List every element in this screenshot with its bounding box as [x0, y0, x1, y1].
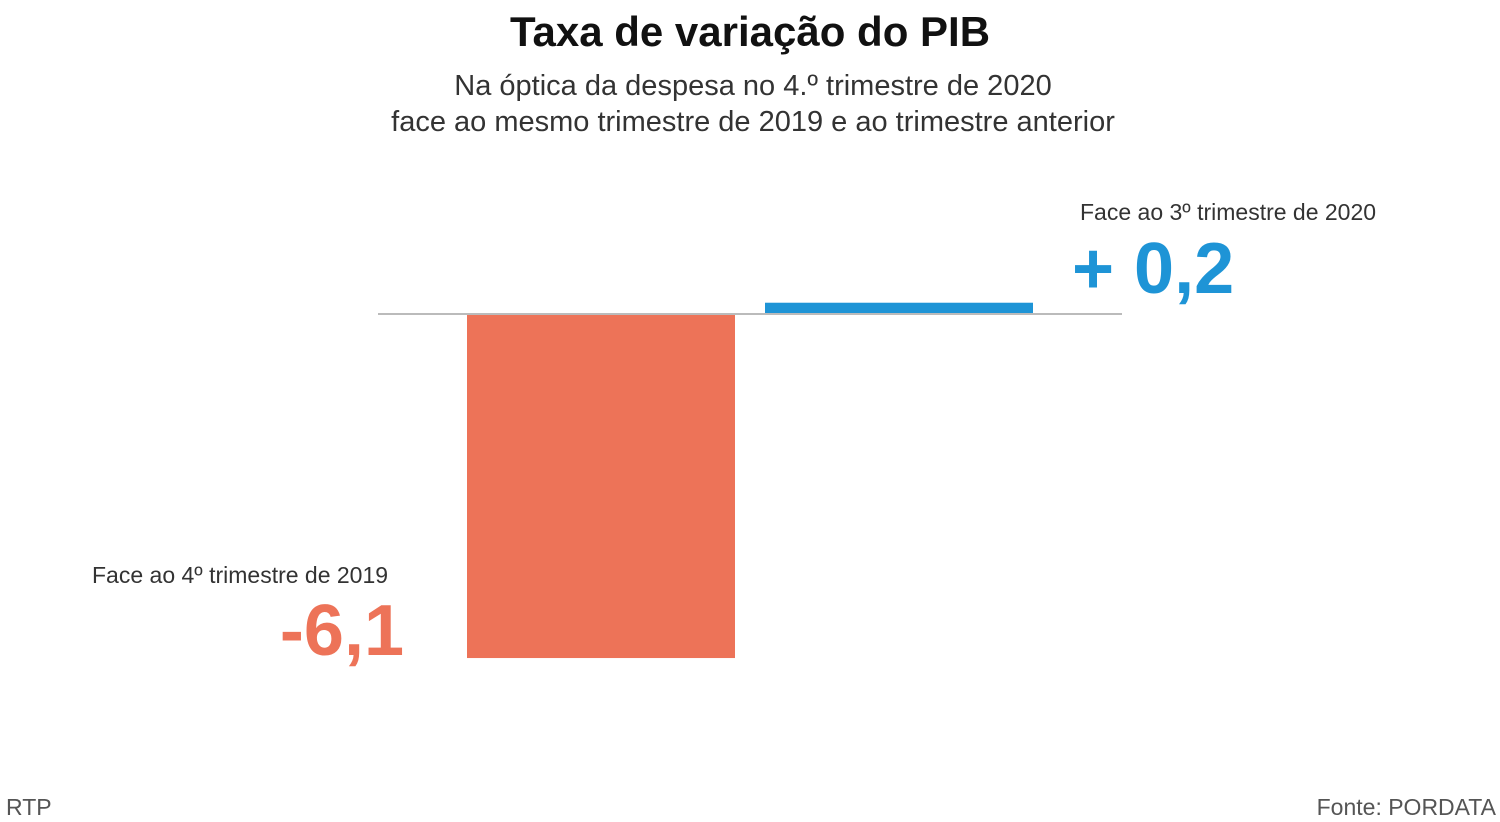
- category-label-1: Face ao 3º trimestre de 2020: [1080, 199, 1377, 225]
- chart-title: Taxa de variação do PIB: [509, 8, 991, 55]
- chart-subtitle-line-1: Na óptica da despesa no 4.º trimestre de…: [454, 70, 1052, 102]
- value-label-1: + 0,2: [1072, 229, 1235, 309]
- bar-1: [765, 302, 1033, 314]
- value-label-0: -6,1: [279, 591, 404, 671]
- footer-source: Fonte: PORDATA: [1316, 794, 1496, 820]
- category-label-0: Face ao 4º trimestre de 2019: [92, 562, 389, 588]
- bar-0: [467, 314, 735, 659]
- chart-subtitle-line-2: face ao mesmo trimestre de 2019 e ao tri…: [391, 106, 1115, 138]
- footer-credit: RTP: [6, 794, 52, 820]
